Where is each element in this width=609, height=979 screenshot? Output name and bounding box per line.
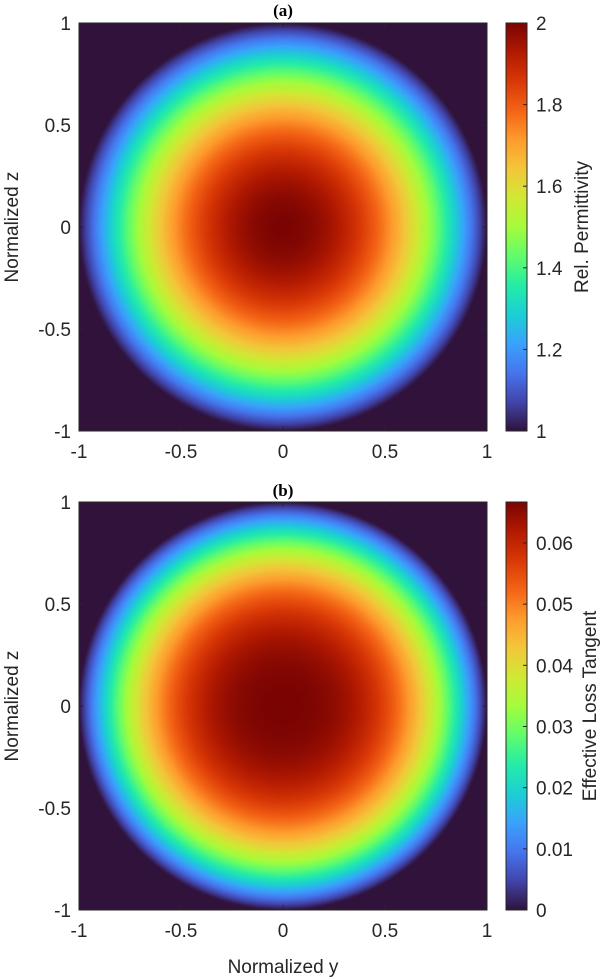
panel-b-colorbar-ticks: 0 0.01 0.02 0.03 0.04 0.05 0.06 [523, 534, 573, 922]
x-tick-label: 1 [482, 921, 493, 942]
x-tick-label: 1 [482, 442, 493, 463]
x-tick-label: -1 [71, 921, 88, 942]
x-tick-label: 0.5 [372, 921, 398, 942]
x-tick-label: 0 [278, 921, 289, 942]
colorbar-tick-label: 0.03 [536, 717, 573, 738]
panel-a-ylabel: Normalized z [2, 172, 23, 283]
colorbar-tick-label: 0.01 [536, 840, 573, 861]
colorbar-tick-label: 0.04 [536, 656, 573, 677]
colorbar-tick-label: 0.05 [536, 595, 573, 616]
panel-a: (a) -1 -0.5 0 0.5 1-1-0.500.51 Normalized z … [2, 1, 593, 463]
colorbar-tick-label: 0 [536, 901, 547, 922]
panel-a-title: (a) [273, 1, 293, 20]
y-tick-label: 1 [60, 14, 71, 35]
y-tick-label: 0 [60, 697, 71, 718]
panel-b-ylabel: Normalized z [2, 651, 23, 762]
y-tick-label: 0.5 [45, 595, 71, 616]
colorbar-tick-label: 1.8 [536, 96, 562, 117]
colorbar-tick-label: 1 [536, 422, 547, 443]
panel-a-axes: -1 -0.5 0 0.5 1 -1 -0.5 0 0.5 1 [38, 14, 492, 463]
y-tick-label: -1 [54, 422, 71, 443]
y-tick-label: -0.5 [38, 799, 71, 820]
panel-b-title: (b) [273, 481, 294, 500]
panel-b-heatmap [79, 502, 487, 910]
y-tick-label: 0 [60, 218, 71, 239]
colorbar-tick-label: 0.06 [536, 534, 573, 555]
colorbar-tick-label: 0.02 [536, 779, 573, 800]
panel-b-xlabel: Normalized y [228, 957, 339, 978]
panel-b-colorbar-frame [505, 501, 528, 911]
colorbar-tick-label: 1.6 [536, 177, 562, 198]
panel-a-colorbar [506, 23, 527, 431]
y-tick-label: 1 [60, 493, 71, 514]
x-tick-label: -0.5 [165, 921, 198, 942]
y-tick-label: -0.5 [38, 320, 71, 341]
panel-b: (b) -1 -0.5 0 0.5 1-1-0.500.51 Normalized z … [2, 481, 601, 978]
panel-b-colorbar [506, 502, 527, 910]
x-tick-label: 0.5 [372, 442, 398, 463]
colorbar-tick-label: 1.2 [536, 340, 562, 361]
y-tick-label: 0.5 [45, 116, 71, 137]
panel-a-colorbar-ticks: 1 1.2 1.4 1.6 1.8 2 [523, 14, 563, 443]
panel-a-heatmap [79, 23, 487, 431]
x-tick-label: -1 [71, 442, 88, 463]
panel-b-colorbar-label: Effective Loss Tangent [580, 610, 601, 801]
panel-a-colorbar-label: Rel. Permittivity [572, 161, 593, 293]
panel-a-colorbar-frame [505, 22, 528, 432]
panel-b-axes: -1 -0.5 0 0.5 1 -1 -0.5 0 0.5 1 [38, 493, 492, 942]
x-tick-label: -0.5 [165, 442, 198, 463]
x-tick-label: 0 [278, 442, 289, 463]
y-tick-label: -1 [54, 901, 71, 922]
colorbar-tick-label: 2 [536, 14, 547, 35]
colorbar-tick-label: 1.4 [536, 259, 563, 280]
